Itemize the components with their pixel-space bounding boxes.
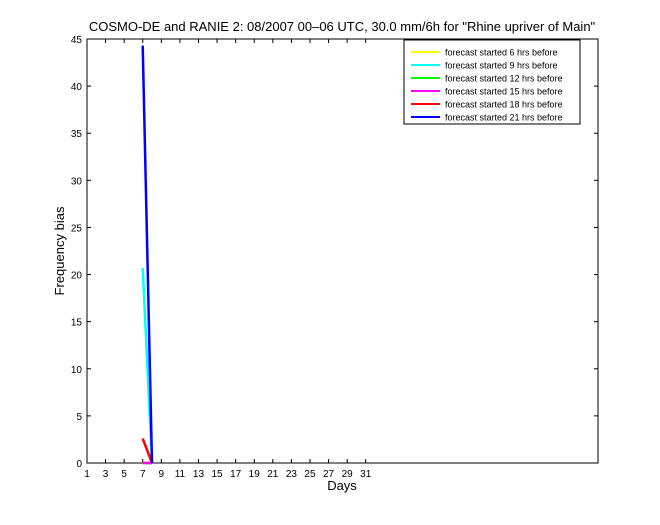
x-tick-label: 11: [175, 469, 186, 480]
legend-label-5: forecast started 18 hrs before: [445, 100, 563, 110]
y-tick-label: 5: [76, 412, 82, 423]
legend-label-3: forecast started 12 hrs before: [445, 74, 563, 84]
x-tick-label: 1: [84, 469, 90, 480]
y-axis-label: Frequency bias: [52, 206, 67, 295]
y-tick-label: 45: [71, 35, 83, 46]
x-tick-label: 13: [193, 469, 205, 480]
legend-label-4: forecast started 15 hrs before: [445, 87, 563, 97]
x-tick-label: 31: [360, 469, 372, 480]
series-lines: [141, 45, 154, 465]
y-tick-label: 15: [71, 318, 83, 329]
x-tick-label: 9: [159, 469, 165, 480]
x-tick-label: 17: [230, 469, 242, 480]
y-axis-ticks: 0 5 10 15 20 25 30 35 40 45: [71, 35, 598, 470]
legend-label-6: forecast started 21 hrs before: [445, 113, 563, 123]
y-tick-label: 30: [71, 176, 83, 187]
legend: forecast started 6 hrs before forecast st…: [403, 39, 581, 125]
x-tick-label: 27: [323, 469, 335, 480]
series-line-5: [141, 438, 154, 464]
chart-title: COSMO-DE and RANIE 2: 08/2007 00–06 UTC,…: [89, 19, 596, 34]
y-tick-label: 40: [71, 82, 83, 93]
y-tick-label: 10: [71, 365, 83, 376]
legend-label-2: forecast started 9 hrs before: [445, 61, 558, 71]
x-tick-label: 19: [249, 469, 261, 480]
x-tick-label: 29: [342, 469, 354, 480]
legend-label-1: forecast started 6 hrs before: [445, 48, 558, 58]
x-tick-label: 3: [103, 469, 109, 480]
series-line-6: [141, 45, 154, 464]
y-tick-label: 20: [71, 271, 83, 282]
y-tick-label: 35: [71, 129, 83, 140]
x-tick-label: 7: [140, 469, 146, 480]
legend-box: [403, 39, 581, 125]
y-tick-label: 25: [71, 223, 83, 234]
x-tick-label: 21: [267, 469, 279, 480]
x-tick-label: 15: [212, 469, 224, 480]
x-axis-ticks: 1 3 5 7 9 11 13 15 17 19 21 23 25 27 29 31: [84, 39, 372, 480]
x-axis-label: Days: [327, 478, 357, 493]
x-tick-label: 5: [121, 469, 127, 480]
x-tick-label: 25: [304, 469, 316, 480]
x-tick-label: 23: [286, 469, 298, 480]
y-tick-label: 0: [76, 459, 82, 470]
